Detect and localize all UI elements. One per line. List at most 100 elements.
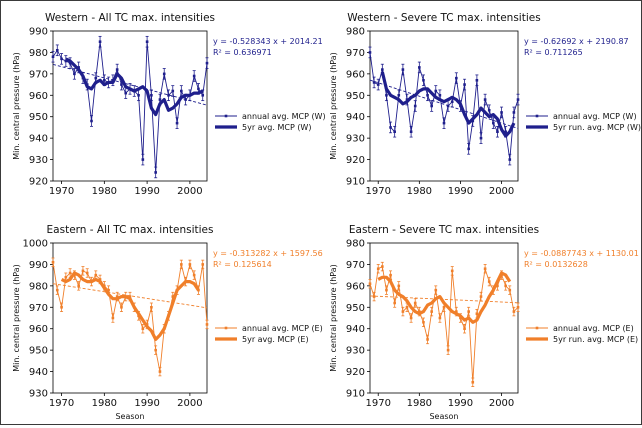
y-tick-label: 980 — [346, 239, 365, 250]
y-tick-label: 970 — [346, 260, 365, 271]
data-point — [401, 310, 405, 313]
y-tick-label: 940 — [346, 112, 365, 123]
data-point — [471, 380, 475, 384]
data-point — [467, 147, 470, 151]
x-tick-label: 2000 — [177, 186, 202, 197]
y-tick-label: 990 — [29, 260, 48, 271]
data-point — [137, 93, 140, 97]
data-point — [107, 288, 110, 292]
data-point — [158, 370, 162, 373]
data-point — [372, 81, 376, 84]
chart-title: Western - Severe TC max. intensities — [347, 12, 540, 24]
regression-equation: y = -0.313282 x + 1597.56 — [213, 249, 323, 258]
data-point — [141, 158, 145, 161]
y-tick-label: 920 — [346, 155, 365, 166]
legend-label-smooth: 5yr avg. MCP (E) — [242, 335, 309, 344]
data-point — [450, 269, 454, 273]
data-point — [426, 338, 429, 341]
legend-marker — [535, 114, 539, 118]
data-point — [158, 98, 162, 101]
x-tick-label: 1980 — [92, 398, 117, 409]
data-point — [512, 310, 516, 313]
r-squared: R² = 0.0132628 — [524, 260, 588, 269]
data-point — [516, 98, 520, 101]
data-point — [376, 83, 380, 86]
x-tick-label: 1970 — [49, 186, 74, 197]
data-point — [455, 76, 458, 80]
data-point — [368, 51, 372, 54]
y-tick-label: 940 — [29, 134, 48, 145]
x-axis-label: Season — [115, 412, 144, 421]
x-tick-label: 1970 — [49, 398, 74, 409]
data-point — [51, 55, 55, 59]
data-point — [475, 312, 479, 316]
regression-equation: y = -0.0887743 x + 1130.01 — [524, 249, 639, 258]
y-tick-label: 940 — [29, 367, 48, 378]
y-tick-label: 980 — [29, 281, 48, 292]
y-tick-label: 980 — [346, 27, 365, 38]
data-point — [162, 72, 166, 76]
data-point — [483, 98, 487, 101]
r-squared: R² = 0.711265 — [524, 48, 583, 57]
y-tick-label: 930 — [346, 346, 365, 357]
data-point — [171, 295, 175, 298]
data-point — [504, 130, 507, 134]
data-point — [496, 130, 499, 134]
smooth-series-line — [380, 71, 516, 138]
data-point — [85, 271, 89, 275]
data-point — [467, 310, 470, 313]
y-tick-label: 930 — [346, 134, 365, 145]
smooth-series-line — [60, 271, 200, 341]
data-point — [496, 284, 499, 288]
data-point — [150, 305, 153, 309]
data-point — [55, 288, 59, 292]
data-point — [422, 320, 425, 324]
data-point — [145, 40, 149, 44]
legend: annual avg. MCP (E) 5yr run. avg. MCP (E) — [526, 324, 638, 344]
data-point — [397, 284, 401, 288]
x-tick-label: 2000 — [489, 398, 514, 409]
y-tick-label: 940 — [346, 324, 365, 335]
data-point — [141, 327, 145, 331]
r-squared: R² = 0.636971 — [213, 48, 272, 57]
x-tick-label: 2000 — [177, 398, 202, 409]
data-point — [201, 93, 205, 97]
y-tick-label: 920 — [346, 367, 365, 378]
data-point — [64, 59, 68, 63]
data-point — [98, 40, 102, 44]
data-point — [120, 305, 123, 309]
legend-label-annual: annual avg. MCP (W) — [553, 112, 637, 121]
r-squared: R² = 0.125614 — [213, 260, 272, 269]
chart-panel-3: Eastern - All TC max. intensities Min. ce… — [12, 224, 323, 421]
data-point — [372, 295, 376, 298]
y-tick-label: 930 — [29, 389, 48, 400]
data-point — [487, 280, 491, 283]
data-point — [150, 93, 153, 97]
data-point — [512, 111, 516, 114]
smooth-series-line — [377, 271, 512, 324]
data-point — [401, 68, 405, 71]
data-point — [508, 158, 512, 161]
data-point — [434, 89, 438, 93]
plot-area — [369, 30, 519, 182]
y-tick-label: 970 — [29, 303, 48, 314]
plot-area — [52, 30, 208, 182]
data-point — [442, 305, 446, 309]
data-point — [128, 295, 132, 298]
data-point — [180, 263, 183, 266]
legend-marker — [224, 114, 228, 118]
legend: annual avg. MCP (E) 5yr avg. MCP (E) — [215, 324, 323, 344]
legend-label-annual: annual avg. MCP (E) — [553, 324, 634, 333]
data-point — [103, 78, 106, 82]
data-point — [171, 89, 175, 93]
data-point — [94, 273, 98, 277]
plot-area — [52, 242, 208, 394]
y-tick-label: 970 — [29, 69, 48, 80]
smooth-series-line — [65, 57, 204, 117]
chart-title: Eastern - All TC max. intensities — [47, 224, 214, 236]
y-tick-label: 970 — [346, 48, 365, 59]
data-point — [197, 288, 200, 292]
data-point — [77, 284, 80, 288]
